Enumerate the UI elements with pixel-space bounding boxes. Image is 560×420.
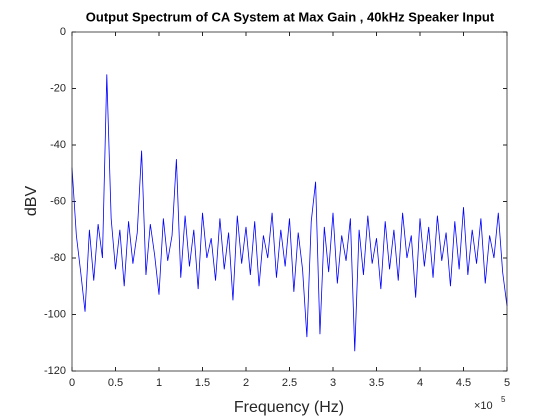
x-tick-label: 2.5 (282, 377, 297, 389)
x-tick-label: 0.5 (108, 377, 123, 389)
y-tick-label: -20 (50, 82, 66, 94)
x-multiplier-exponent: 5 (501, 395, 506, 404)
x-multiplier: ×10 (474, 400, 493, 412)
x-axis-label: Frequency (Hz) (234, 399, 344, 416)
y-tick-label: -80 (50, 252, 66, 264)
chart-title: Output Spectrum of CA System at Max Gain… (86, 9, 495, 24)
y-tick-label: -60 (50, 195, 66, 207)
y-tick-label: -40 (50, 139, 66, 151)
axes-box (71, 31, 508, 372)
x-tick-label: 4 (417, 377, 423, 389)
x-tick-label: 1 (156, 377, 162, 389)
y-tick-label: -100 (44, 308, 66, 320)
x-tick-label: 2 (243, 377, 249, 389)
spectrum-line (71, 74, 508, 352)
x-tick-label: 3 (330, 377, 336, 389)
y-tick-label: -120 (44, 365, 66, 377)
x-tick-label: 3.5 (369, 377, 384, 389)
x-tick-label: 0 (69, 377, 75, 389)
x-tick-label: 5 (504, 377, 510, 389)
y-tick-label: 0 (60, 26, 66, 38)
y-axis-label: dBV (23, 186, 40, 217)
x-tick-label: 1.5 (195, 377, 210, 389)
x-tick-label: 4.5 (456, 377, 471, 389)
